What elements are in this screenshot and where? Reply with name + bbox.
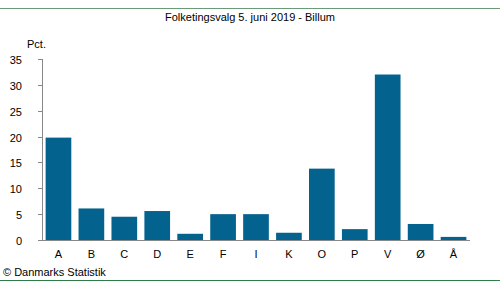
- bar: [46, 138, 72, 240]
- y-tick: [38, 111, 42, 112]
- bar: [408, 224, 434, 240]
- y-tick-label: 20: [10, 132, 22, 144]
- bar: [111, 217, 137, 240]
- bar: [441, 237, 467, 240]
- source: © Danmarks Statistik: [3, 266, 106, 278]
- y-tick-label: 15: [10, 157, 22, 169]
- y-axis: [42, 59, 43, 240]
- x-tick-label: Å: [450, 248, 458, 260]
- x-tick-label: A: [55, 248, 63, 260]
- bar: [375, 75, 401, 240]
- chart-container: Folketingsvalg 5. juni 2019 - Billum Pct.…: [0, 0, 500, 282]
- x-tick-label: P: [351, 248, 358, 260]
- y-tick: [38, 137, 42, 138]
- x-tick-label: E: [186, 248, 193, 260]
- y-tick: [38, 59, 42, 60]
- x-tick-label: F: [220, 248, 227, 260]
- bar: [177, 234, 203, 240]
- bar: [243, 214, 269, 240]
- chart-svg: Folketingsvalg 5. juni 2019 - Billum Pct.…: [0, 0, 500, 282]
- x-tick-label: I: [254, 248, 257, 260]
- y-tick-label: 0: [16, 235, 22, 247]
- bar: [79, 208, 105, 240]
- x-tick-label: O: [318, 248, 327, 260]
- y-tick: [38, 240, 42, 241]
- x-tick-label: V: [384, 248, 392, 260]
- y-tick-label: 10: [10, 183, 22, 195]
- bar: [144, 211, 170, 240]
- y-tick: [38, 85, 42, 86]
- x-tick-label: K: [285, 248, 293, 260]
- x-tick-label: C: [120, 248, 128, 260]
- x-tick-label: B: [88, 248, 95, 260]
- y-tick-label: 5: [16, 209, 22, 221]
- y-tick: [38, 188, 42, 189]
- y-label: Pct.: [27, 38, 46, 50]
- y-tick: [38, 214, 42, 215]
- bar: [309, 169, 335, 240]
- title: Folketingsvalg 5. juni 2019 - Billum: [165, 11, 335, 23]
- x-tick-label: D: [153, 248, 161, 260]
- y-tick-label: 30: [10, 80, 22, 92]
- x-tick-label: Ø: [416, 248, 425, 260]
- bars: [46, 75, 467, 240]
- top-rule: [0, 8, 500, 9]
- bar: [210, 214, 236, 240]
- bottom-rule: [0, 280, 500, 281]
- bar: [342, 229, 368, 240]
- y-tick-label: 25: [10, 106, 22, 118]
- y-tick: [38, 162, 42, 163]
- bar: [276, 233, 302, 240]
- y-tick-label: 35: [10, 54, 22, 66]
- x-axis: [42, 240, 470, 241]
